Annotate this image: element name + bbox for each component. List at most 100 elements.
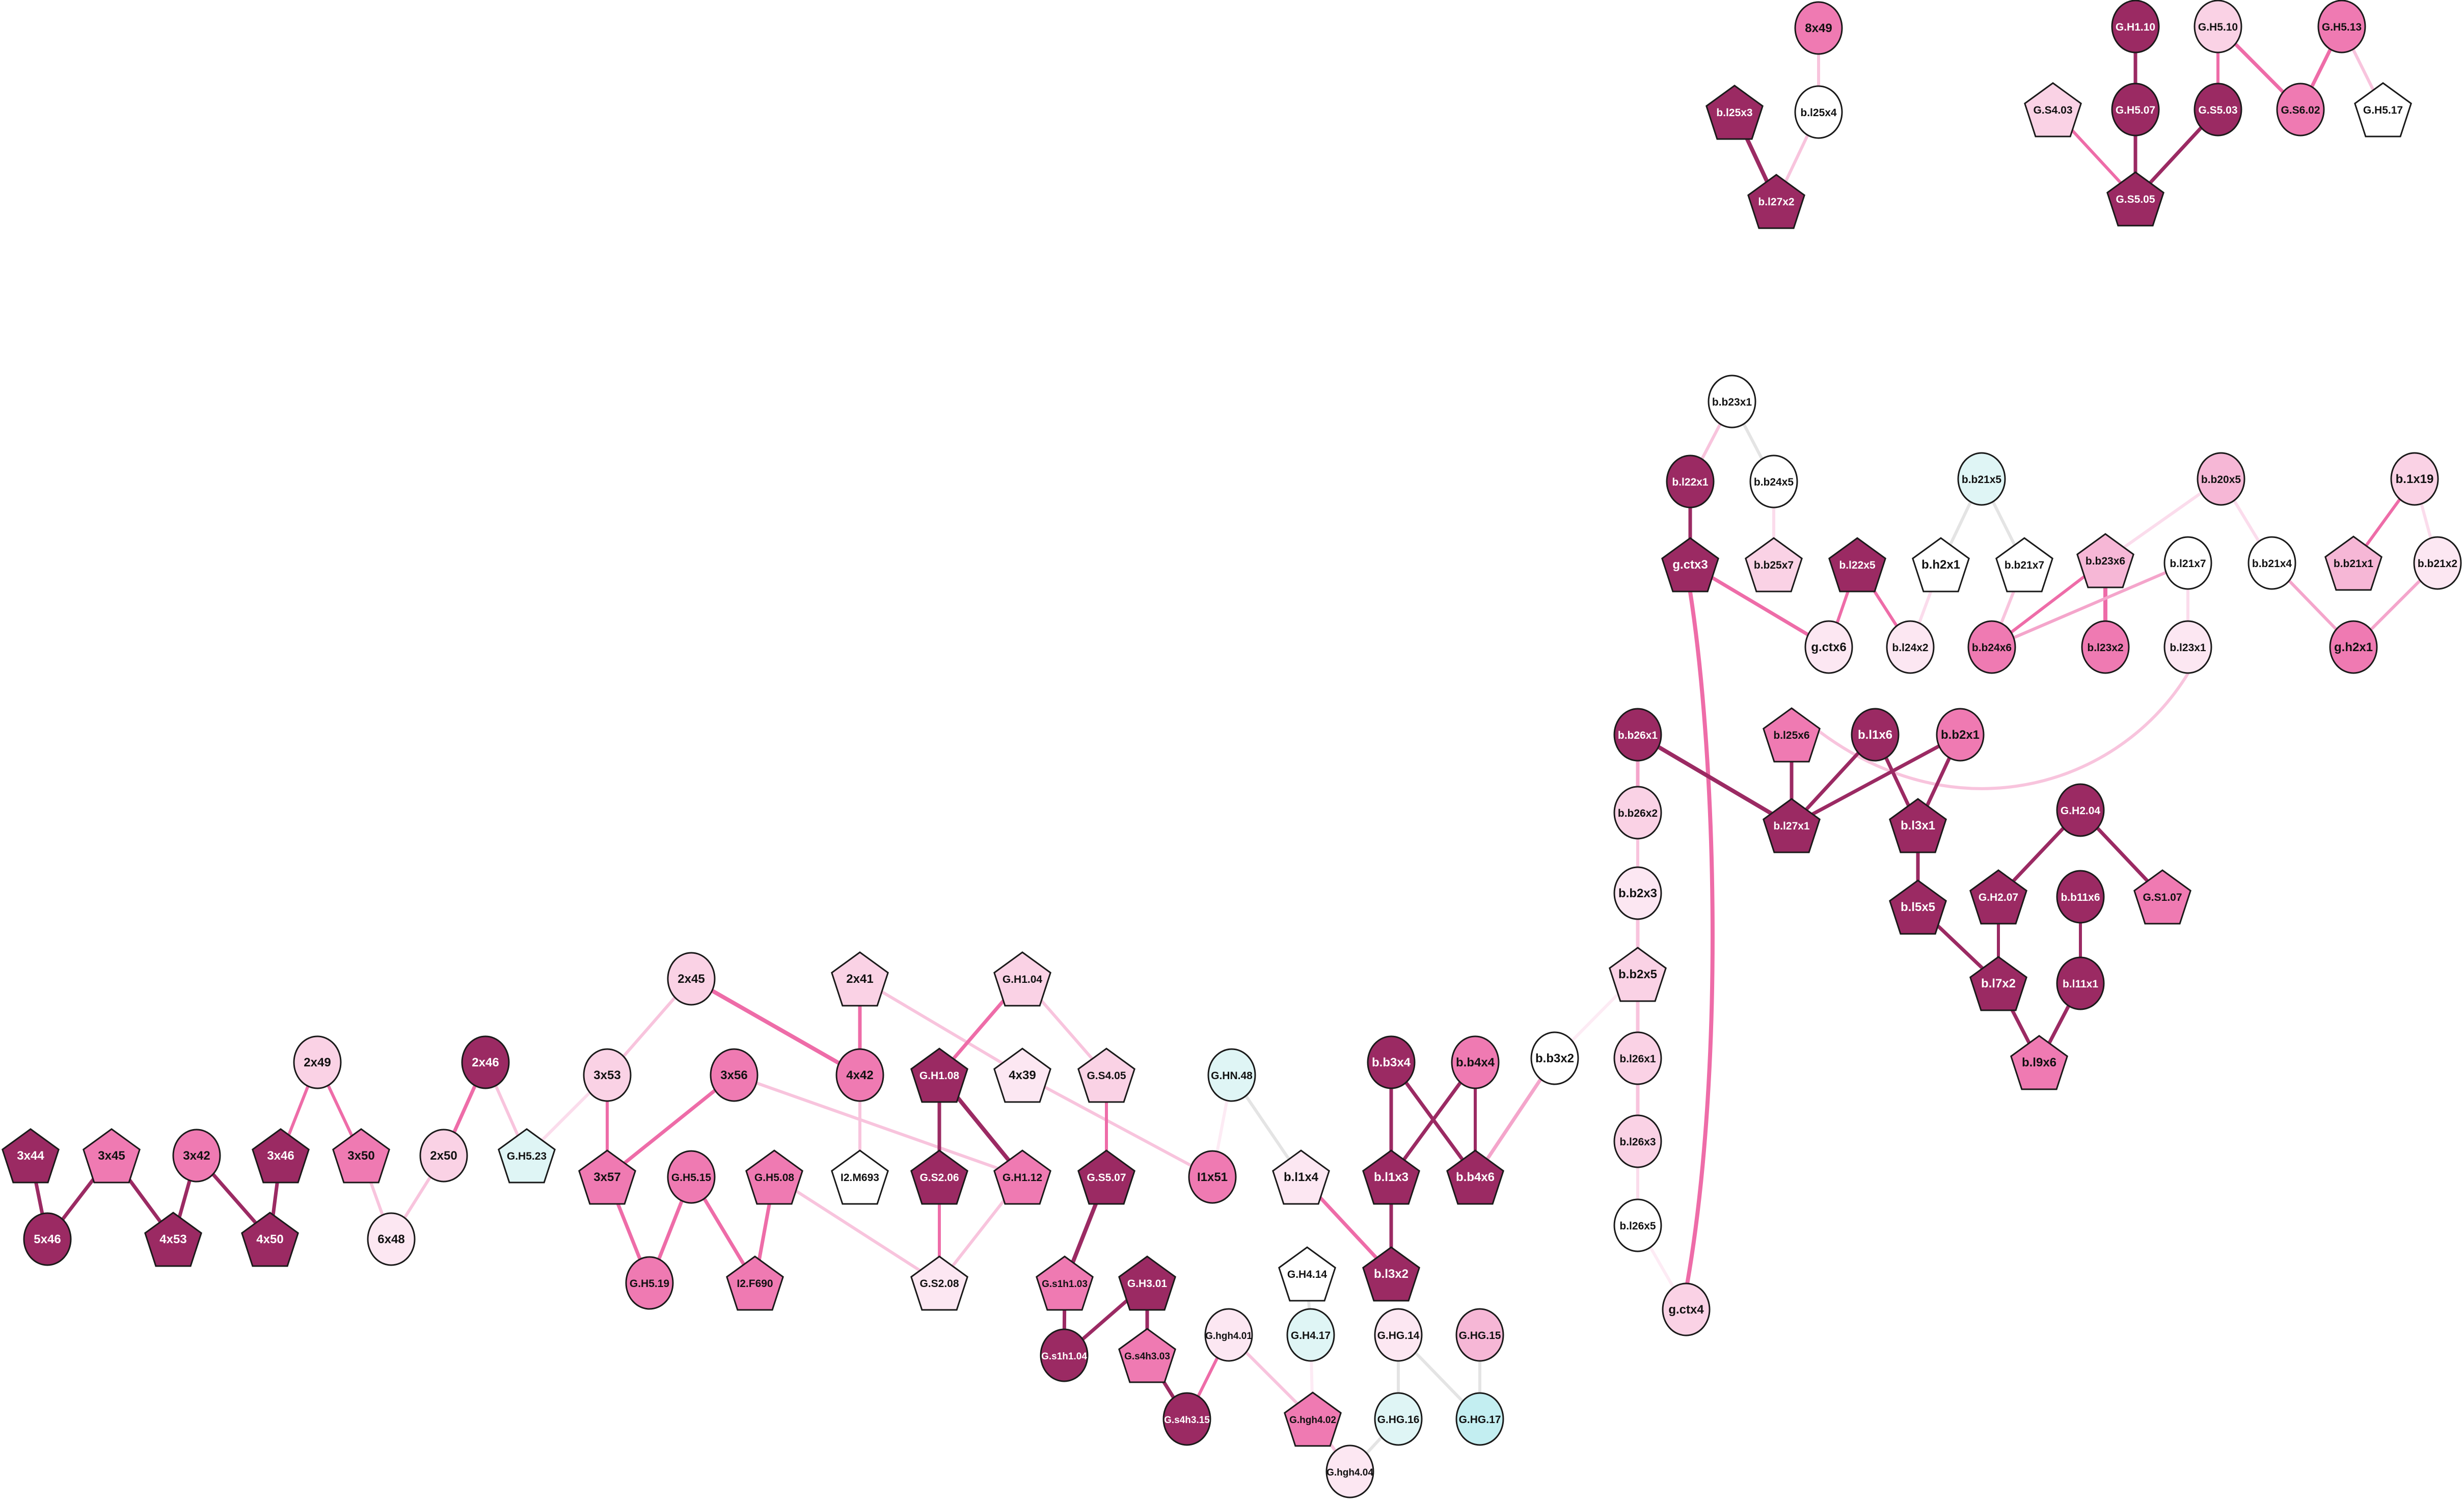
node-b.l22x5[interactable]: b.l22x5 bbox=[1828, 537, 1886, 593]
node-g.ctx3[interactable]: g.ctx3 bbox=[1661, 537, 1719, 593]
node-2x49[interactable]: 2x49 bbox=[293, 1035, 342, 1089]
node-g.h2x1[interactable]: g.h2x1 bbox=[2329, 620, 2378, 674]
node-G.hgh4.04[interactable]: G.hgh4.04 bbox=[1325, 1444, 1374, 1498]
node-b.l23x2[interactable]: b.l23x2 bbox=[2081, 620, 2130, 674]
node-2x46[interactable]: 2x46 bbox=[461, 1035, 510, 1089]
node-b.b4x6[interactable]: b.b4x6 bbox=[1446, 1149, 1504, 1205]
node-G.HG.14[interactable]: G.HG.14 bbox=[1374, 1308, 1423, 1362]
node-3x53[interactable]: 3x53 bbox=[583, 1048, 632, 1102]
node-G.H1.08[interactable]: G.H1.08 bbox=[910, 1048, 968, 1103]
node-b.l26x1[interactable]: b.l26x1 bbox=[1613, 1031, 1662, 1085]
node-b.l11x1[interactable]: b.l11x1 bbox=[2056, 956, 2105, 1010]
node-G.S5.03[interactable]: G.S5.03 bbox=[2194, 83, 2242, 137]
node-G.H1.04[interactable]: G.H1.04 bbox=[993, 951, 1051, 1007]
node-G.S4.05[interactable]: G.S4.05 bbox=[1077, 1048, 1135, 1103]
node-b.b3x4[interactable]: b.b3x4 bbox=[1367, 1035, 1416, 1089]
node-G.s4h3.03[interactable]: G.s4h3.03 bbox=[1118, 1328, 1176, 1383]
node-b.l25x4[interactable]: b.l25x4 bbox=[1794, 85, 1843, 139]
node-b.b4x4[interactable]: b.b4x4 bbox=[1451, 1035, 1500, 1089]
node-3x56[interactable]: 3x56 bbox=[710, 1048, 759, 1102]
node-b.b21x5[interactable]: b.b21x5 bbox=[1957, 452, 2006, 506]
node-b.l3x1[interactable]: b.l3x1 bbox=[1889, 798, 1947, 853]
node-3x42[interactable]: 3x42 bbox=[172, 1129, 221, 1183]
node-b.b23x6[interactable]: b.b23x6 bbox=[2076, 533, 2134, 588]
node-b.b26x2[interactable]: b.b26x2 bbox=[1613, 786, 1662, 840]
node-b.l1x4[interactable]: b.l1x4 bbox=[1272, 1149, 1330, 1205]
node-b.b21x4[interactable]: b.b21x4 bbox=[2248, 536, 2296, 590]
node-G.S5.05[interactable]: G.S5.05 bbox=[2106, 171, 2164, 227]
node-4x50[interactable]: 4x50 bbox=[241, 1212, 299, 1267]
node-2x50[interactable]: 2x50 bbox=[419, 1129, 468, 1183]
node-G.S2.08[interactable]: G.S2.08 bbox=[910, 1255, 968, 1311]
node-b.l21x7[interactable]: b.l21x7 bbox=[2163, 536, 2212, 590]
node-b.l1x3[interactable]: b.l1x3 bbox=[1362, 1149, 1420, 1205]
node-G.H3.01[interactable]: G.H3.01 bbox=[1118, 1255, 1176, 1311]
node-b.l3x2[interactable]: b.l3x2 bbox=[1362, 1246, 1420, 1302]
node-b.h2x1[interactable]: b.h2x1 bbox=[1912, 537, 1970, 593]
node-3x50[interactable]: 3x50 bbox=[332, 1128, 390, 1184]
node-b.b11x6[interactable]: b.b11x6 bbox=[2056, 870, 2105, 924]
node-G.H5.17[interactable]: G.H5.17 bbox=[2354, 82, 2412, 138]
node-G.HG.15[interactable]: G.HG.15 bbox=[1455, 1308, 1504, 1362]
node-I1x51[interactable]: I1x51 bbox=[1188, 1150, 1237, 1204]
node-G.hgh4.01[interactable]: G.hgh4.01 bbox=[1204, 1308, 1253, 1362]
node-3x46[interactable]: 3x46 bbox=[252, 1128, 310, 1184]
node-G.H5.15[interactable]: G.H5.15 bbox=[667, 1150, 716, 1204]
node-b.b21x1[interactable]: b.b21x1 bbox=[2324, 535, 2382, 591]
node-G.H2.04[interactable]: G.H2.04 bbox=[2056, 783, 2105, 837]
node-b.l9x6[interactable]: b.l9x6 bbox=[2010, 1035, 2068, 1090]
node-b.l25x6[interactable]: b.l25x6 bbox=[1763, 707, 1821, 763]
node-G.H1.10[interactable]: G.H1.10 bbox=[2111, 0, 2160, 53]
node-b.b21x7[interactable]: b.b21x7 bbox=[1995, 537, 2053, 593]
node-b.b3x2[interactable]: b.b3x2 bbox=[1530, 1031, 1579, 1085]
node-6x48[interactable]: 6x48 bbox=[367, 1212, 416, 1266]
node-G.s4h3.15[interactable]: G.s4h3.15 bbox=[1162, 1392, 1211, 1446]
node-b.l24x2[interactable]: b.l24x2 bbox=[1886, 620, 1935, 674]
node-b.1x19[interactable]: b.1x19 bbox=[2390, 452, 2439, 506]
node-b.b21x2[interactable]: b.b21x2 bbox=[2413, 536, 2462, 590]
node-G.S6.02[interactable]: G.S6.02 bbox=[2276, 83, 2325, 137]
node-b.b2x5[interactable]: b.b2x5 bbox=[1609, 947, 1667, 1002]
node-b.b25x7[interactable]: b.b25x7 bbox=[1745, 537, 1803, 593]
node-b.l27x1[interactable]: b.l27x1 bbox=[1763, 798, 1821, 853]
node-b.b26x1[interactable]: b.b26x1 bbox=[1613, 708, 1662, 762]
node-b.b24x6[interactable]: b.b24x6 bbox=[1967, 620, 2016, 674]
node-G.H4.14[interactable]: G.H4.14 bbox=[1278, 1246, 1336, 1302]
node-b.b2x3[interactable]: b.b2x3 bbox=[1613, 866, 1662, 920]
node-I2.M693[interactable]: I2.M693 bbox=[831, 1149, 889, 1205]
node-G.s1h1.04[interactable]: G.s1h1.04 bbox=[1040, 1328, 1089, 1382]
node-b.l22x1[interactable]: b.l22x1 bbox=[1666, 454, 1715, 508]
node-G.HN.48[interactable]: G.HN.48 bbox=[1207, 1048, 1256, 1102]
node-G.S2.06[interactable]: G.S2.06 bbox=[910, 1149, 968, 1205]
node-g.ctx4[interactable]: g.ctx4 bbox=[1662, 1282, 1711, 1336]
node-b.l26x5[interactable]: b.l26x5 bbox=[1613, 1198, 1662, 1252]
node-G.H5.07[interactable]: G.H5.07 bbox=[2111, 83, 2160, 137]
node-G.s1h1.03[interactable]: G.s1h1.03 bbox=[1036, 1255, 1094, 1311]
node-3x44[interactable]: 3x44 bbox=[2, 1128, 60, 1184]
node-b.l1x6[interactable]: b.l1x6 bbox=[1851, 708, 1900, 762]
node-G.HG.17[interactable]: G.HG.17 bbox=[1455, 1392, 1504, 1446]
node-b.b24x5[interactable]: b.b24x5 bbox=[1749, 454, 1798, 508]
node-G.H5.19[interactable]: G.H5.19 bbox=[625, 1256, 674, 1310]
node-b.b2x1[interactable]: b.b2x1 bbox=[1936, 708, 1985, 762]
node-2x41[interactable]: 2x41 bbox=[831, 951, 889, 1007]
node-G.H5.10[interactable]: G.H5.10 bbox=[2194, 0, 2242, 53]
node-b.b20x5[interactable]: b.b20x5 bbox=[2197, 452, 2245, 506]
node-G.S5.07[interactable]: G.S5.07 bbox=[1077, 1149, 1135, 1205]
node-G.H5.08[interactable]: G.H5.08 bbox=[745, 1149, 803, 1205]
node-b.l27x2[interactable]: b.l27x2 bbox=[1747, 174, 1805, 229]
node-3x57[interactable]: 3x57 bbox=[578, 1149, 636, 1205]
node-G.H4.17[interactable]: G.H4.17 bbox=[1286, 1308, 1335, 1362]
node-b.l25x3[interactable]: b.l25x3 bbox=[1705, 85, 1764, 140]
node-8x49[interactable]: 8x49 bbox=[1794, 1, 1843, 55]
node-b.l26x3[interactable]: b.l26x3 bbox=[1613, 1114, 1662, 1168]
node-G.S4.03[interactable]: G.S4.03 bbox=[2024, 82, 2082, 138]
node-g.ctx6[interactable]: g.ctx6 bbox=[1804, 620, 1853, 674]
node-b.l23x1[interactable]: b.l23x1 bbox=[2163, 620, 2212, 674]
node-4x39[interactable]: 4x39 bbox=[993, 1048, 1051, 1103]
node-I2.F690[interactable]: I2.F690 bbox=[726, 1255, 784, 1311]
node-3x45[interactable]: 3x45 bbox=[83, 1128, 141, 1184]
node-4x42[interactable]: 4x42 bbox=[835, 1048, 884, 1102]
node-5x46[interactable]: 5x46 bbox=[23, 1212, 72, 1266]
node-4x53[interactable]: 4x53 bbox=[144, 1212, 202, 1267]
